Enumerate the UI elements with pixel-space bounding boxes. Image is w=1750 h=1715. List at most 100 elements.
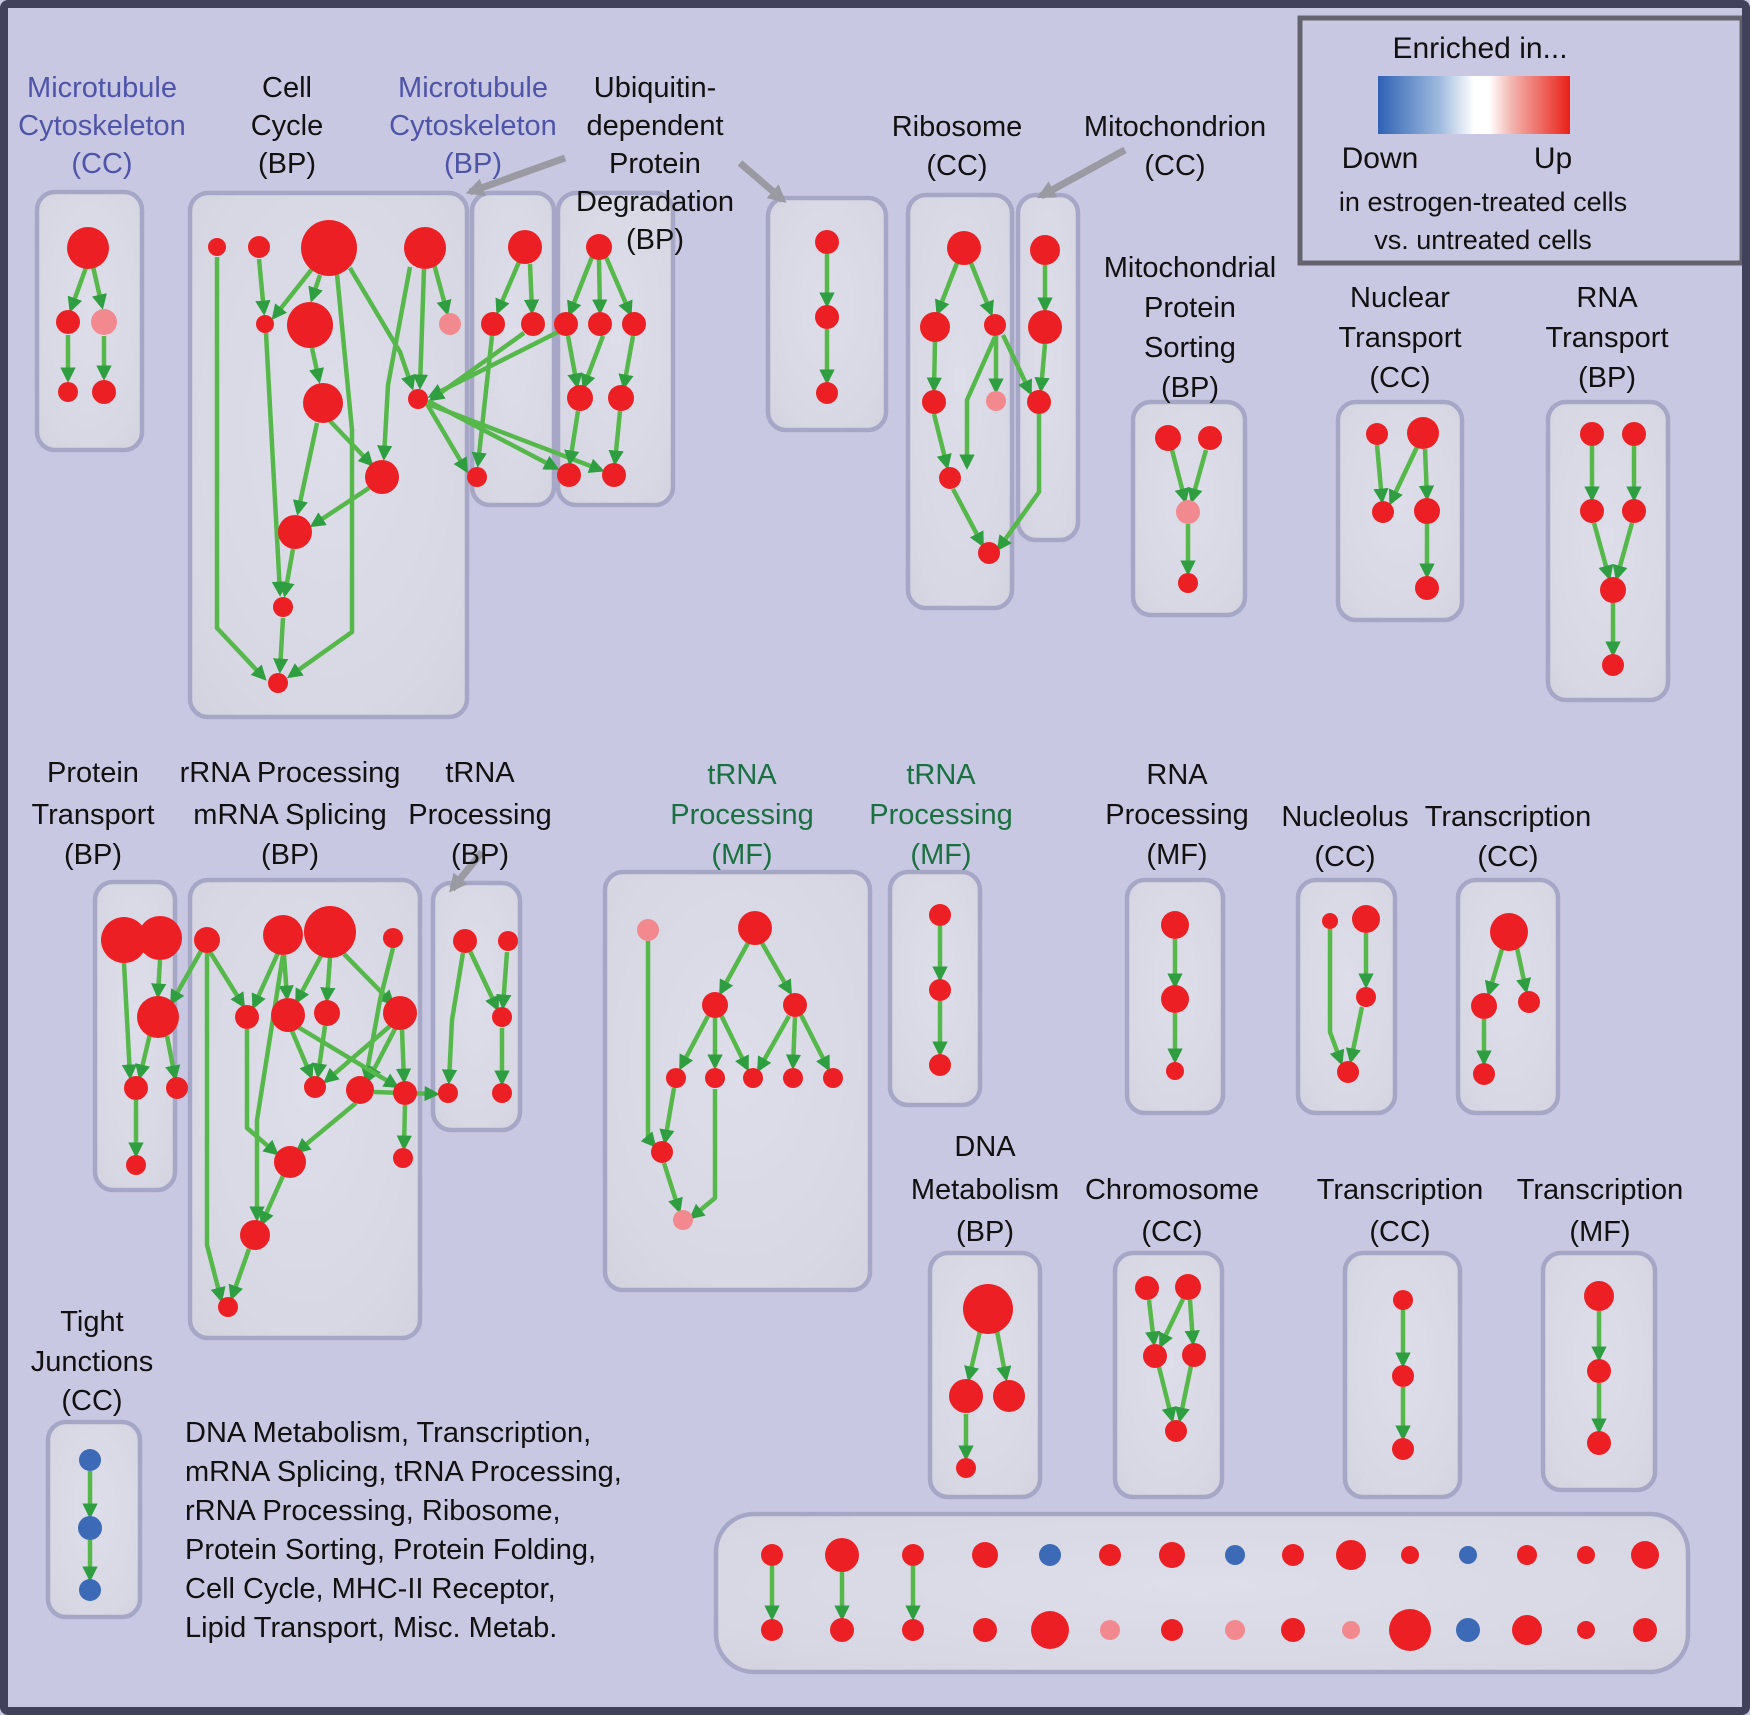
node-red bbox=[1028, 310, 1062, 344]
node-red bbox=[1099, 1544, 1121, 1566]
cluster-box-nucleolus bbox=[1295, 877, 1398, 1116]
edge-arrow bbox=[259, 1175, 286, 1227]
edge-arrow bbox=[441, 952, 466, 1085]
edge-arrow bbox=[244, 1029, 279, 1156]
cluster-label-ubiquitin-degradation-bp: Ubiquitin- bbox=[594, 72, 717, 104]
edge-arrow bbox=[659, 1087, 677, 1145]
edge-arrow bbox=[214, 257, 267, 681]
node-pink bbox=[1176, 500, 1200, 524]
node-red bbox=[929, 1054, 951, 1076]
node-red bbox=[902, 1619, 924, 1641]
node-red bbox=[1027, 390, 1051, 414]
node-red bbox=[1031, 1611, 1069, 1649]
note-line: Cell Cycle, MHC-II Receptor, bbox=[185, 1573, 556, 1605]
edge-arrow bbox=[228, 1248, 252, 1301]
node-blue bbox=[79, 1579, 101, 1601]
cluster-label-cell-cycle-bp: (BP) bbox=[258, 148, 316, 180]
cluster-label-nuclear-transport-cc: Nuclear bbox=[1350, 282, 1450, 314]
node-red bbox=[666, 1068, 686, 1088]
node-pink bbox=[673, 1210, 693, 1230]
edge-arrow bbox=[1034, 343, 1050, 393]
cluster-label-microtubule-cytoskeleton-cc: Cytoskeleton bbox=[18, 110, 186, 142]
cluster-label-ribosome-cc: Ribosome bbox=[892, 111, 1023, 143]
node-red bbox=[1366, 423, 1388, 445]
edge-arrow bbox=[1145, 1299, 1161, 1347]
edge-arrow bbox=[719, 941, 750, 996]
cluster-label-protein-transport-bp: (BP) bbox=[64, 839, 122, 871]
cluster-label-transcription-cc-mid: (CC) bbox=[1477, 841, 1538, 873]
cluster-label-transcription-cc-bot: (CC) bbox=[1369, 1216, 1430, 1248]
node-red bbox=[1336, 1540, 1366, 1570]
node-red bbox=[1580, 499, 1604, 523]
node-red bbox=[1135, 1276, 1159, 1300]
edge-arrow bbox=[286, 273, 355, 679]
node-red bbox=[993, 1380, 1025, 1412]
cluster-label-transcription-mf: Transcription bbox=[1517, 1174, 1684, 1206]
cluster-label-trna-processing-mf-2: Processing bbox=[869, 799, 1012, 831]
label-pointer-arrow bbox=[465, 154, 567, 196]
note-line: Protein Sorting, Protein Folding, bbox=[185, 1534, 596, 1566]
edge-arrow bbox=[296, 1025, 400, 1088]
node-red bbox=[1175, 1274, 1201, 1300]
node-red bbox=[702, 992, 728, 1018]
node-red bbox=[1401, 1546, 1419, 1564]
node-pink bbox=[986, 391, 1006, 411]
edge-arrow bbox=[1187, 449, 1209, 504]
node-red bbox=[902, 1544, 924, 1566]
node-red bbox=[929, 904, 951, 926]
cluster-label-mitochondrion-cc: Mitochondrion bbox=[1084, 111, 1266, 143]
cluster-label-trna-processing-mf-1: Processing bbox=[670, 799, 813, 831]
cluster-label-rna-transport-bp: (BP) bbox=[1578, 362, 1636, 394]
node-red bbox=[1178, 573, 1198, 593]
node-blue bbox=[79, 1449, 101, 1471]
node-red bbox=[126, 1155, 146, 1175]
node-red bbox=[588, 312, 612, 336]
edge-arrow bbox=[255, 258, 271, 316]
node-red bbox=[1161, 1619, 1183, 1641]
edge-arrow bbox=[278, 954, 294, 1001]
node-red bbox=[963, 1284, 1013, 1334]
edge-arrow bbox=[308, 274, 323, 303]
edge-arrow bbox=[295, 954, 323, 1005]
edge-arrow bbox=[608, 410, 624, 466]
node-red bbox=[1512, 1615, 1542, 1645]
cluster-label-microtubule-cytoskeleton-bp: Microtubule bbox=[398, 72, 548, 104]
cluster-label-protein-transport-bp: Protein bbox=[47, 757, 139, 789]
cluster-label-ubiquitin-degradation-bp: Degradation bbox=[576, 186, 734, 218]
node-red bbox=[1161, 911, 1189, 939]
node-red bbox=[1490, 913, 1528, 951]
cluster-label-dna-metabolism-bp: Metabolism bbox=[911, 1174, 1059, 1206]
cluster-label-rna-transport-bp: RNA bbox=[1576, 282, 1638, 314]
edge-arrow bbox=[1418, 448, 1435, 501]
node-red bbox=[303, 383, 343, 423]
legend: Enriched in... Down Up in estrogen-treated … bbox=[1297, 15, 1745, 266]
edge-arrow bbox=[431, 263, 452, 316]
node-red bbox=[586, 234, 612, 260]
node-red bbox=[1577, 1621, 1595, 1639]
cluster-label-transcription-mf: (MF) bbox=[1569, 1216, 1630, 1248]
edge-arrow bbox=[263, 332, 288, 597]
edge-arrow bbox=[718, 1014, 750, 1072]
node-red bbox=[1161, 985, 1189, 1013]
node-red bbox=[1587, 1431, 1611, 1455]
edge-arrow bbox=[412, 268, 429, 390]
note-line: rRNA Processing, Ribosome, bbox=[185, 1495, 561, 1527]
node-red bbox=[1322, 913, 1338, 929]
cluster-label-rrna-processing-mrna-splicing-bp: (BP) bbox=[261, 839, 319, 871]
node-red bbox=[508, 230, 542, 264]
cluster-label-ubiquitin-degradation-bp: (BP) bbox=[626, 224, 684, 256]
edge-arrow bbox=[564, 410, 581, 466]
edge-arrow bbox=[996, 414, 1042, 552]
edge-arrow bbox=[959, 336, 998, 470]
cluster-box-dna-metabolism bbox=[927, 1250, 1043, 1500]
edge-arrow bbox=[1514, 947, 1532, 994]
node-red bbox=[949, 1379, 983, 1413]
node-red bbox=[273, 597, 293, 617]
node-red bbox=[240, 1220, 270, 1250]
edge-arrow bbox=[964, 1330, 983, 1382]
node-red bbox=[92, 380, 116, 404]
edge-arrow bbox=[348, 266, 416, 391]
cluster-label-mitochondrial-protein-sorting-bp: Mitochondrial bbox=[1104, 252, 1276, 284]
node-red bbox=[1198, 426, 1222, 450]
